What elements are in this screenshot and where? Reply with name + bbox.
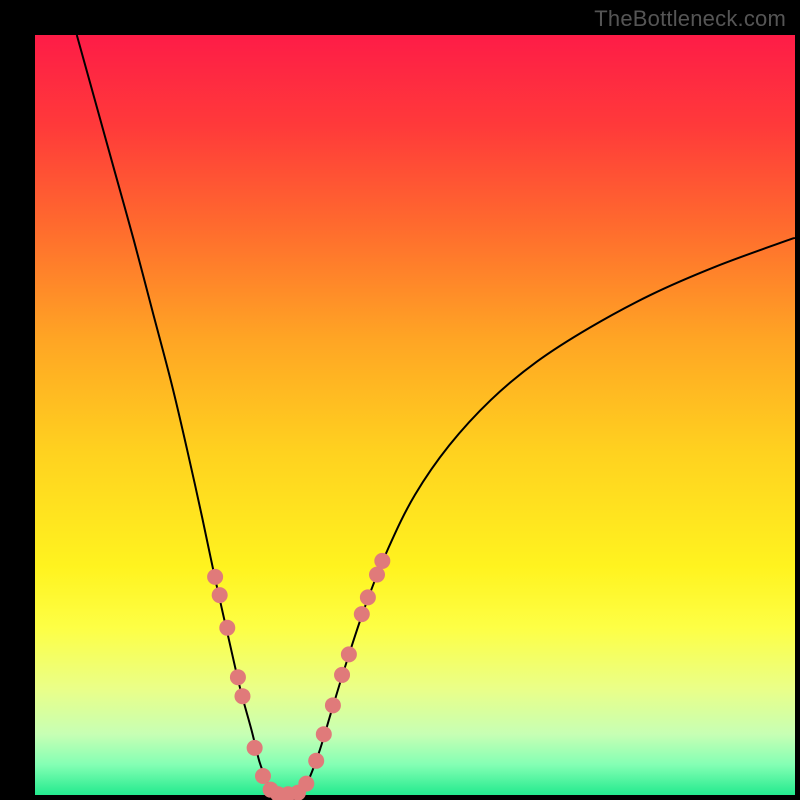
data-point	[334, 667, 350, 683]
chart-canvas: TheBottleneck.com	[0, 0, 800, 800]
data-point	[207, 569, 223, 585]
data-point	[308, 753, 324, 769]
data-point	[341, 646, 357, 662]
data-point	[316, 726, 332, 742]
data-point	[325, 697, 341, 713]
plot-area	[35, 35, 795, 795]
data-point	[360, 589, 376, 605]
data-point	[369, 567, 385, 583]
data-point	[255, 768, 271, 784]
data-point	[212, 587, 228, 603]
data-point	[230, 669, 246, 685]
marker-group	[207, 553, 390, 800]
curve-layer	[35, 35, 795, 795]
data-point	[354, 606, 370, 622]
data-point	[298, 776, 314, 792]
data-point	[374, 553, 390, 569]
curve-right-branch	[301, 238, 795, 791]
data-point	[234, 688, 250, 704]
data-point	[219, 620, 235, 636]
watermark-text: TheBottleneck.com	[594, 6, 786, 32]
data-point	[247, 740, 263, 756]
